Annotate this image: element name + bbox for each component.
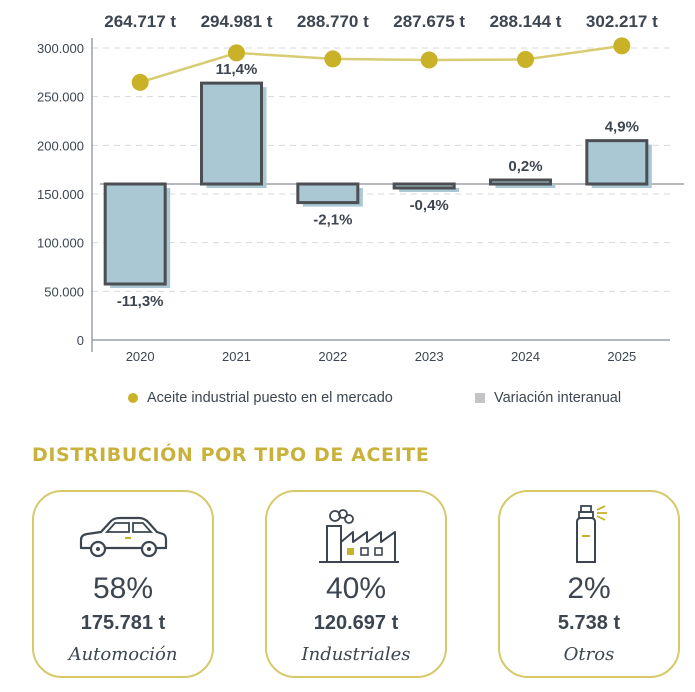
spray-can-icon: [500, 505, 678, 566]
y-tick-label: 250.000: [37, 90, 84, 105]
market-point: [324, 50, 342, 68]
variation-bar: [489, 178, 552, 186]
variation-labels: -11,3% 11,4% -2,1% -0,4% 0,2% 4,9%: [117, 61, 639, 310]
distribution-title: Distribución por tipo de aceite: [32, 444, 430, 466]
variation-label: 4,9%: [605, 119, 639, 136]
y-tick-label: 0: [77, 333, 84, 348]
x-axis-ticks: 2020 2021 2022 2023 2024 2025: [126, 349, 637, 364]
x-tick-label: 2021: [222, 349, 251, 364]
market-value-label: 302.217 t: [586, 12, 658, 31]
legend-item-market: Aceite industrial puesto en el mercado: [128, 390, 393, 406]
card-label: Industriales: [301, 644, 411, 665]
variation-label: -11,3%: [117, 293, 164, 310]
variation-bar: [103, 182, 167, 286]
variation-bars: [103, 81, 652, 289]
variation-label: 11,4%: [216, 61, 258, 78]
market-value-label: 288.144 t: [490, 12, 562, 31]
y-tick-label: 50.000: [44, 284, 84, 299]
y-axis-ticks: 0 50.000 100.000 150.000 200.000 250.000 300.0…: [37, 41, 84, 348]
car-icon: [34, 508, 212, 566]
market-value-label: 287.675 t: [393, 12, 465, 31]
x-tick-label: 2022: [318, 349, 347, 364]
x-tick-label: 2020: [126, 349, 155, 364]
variation-label: -2,1%: [313, 212, 352, 229]
variation-bar: [585, 139, 649, 186]
y-tick-label: 100.000: [37, 236, 84, 251]
variation-label: -0,4%: [410, 197, 449, 214]
legend-dot-icon: [128, 393, 138, 403]
combo-chart: 0 50.000 100.000 150.000 200.000 250.000 300.0…: [37, 12, 684, 364]
card-tons: 175.781 t: [80, 612, 166, 634]
card-industriales: 40% 120.697 t Industriales: [265, 490, 447, 678]
variation-bar: [296, 182, 360, 205]
grid-lines: [92, 47, 670, 292]
x-tick-label: 2024: [511, 349, 540, 364]
market-value-label: 294.981 t: [201, 12, 273, 31]
card-percent: 2%: [567, 572, 611, 605]
market-point: [613, 37, 631, 55]
market-value-labels: 264.717 t 294.981 t 288.770 t 287.675 t 288.…: [104, 12, 658, 31]
market-point: [131, 73, 149, 91]
axes: [91, 38, 684, 352]
card-label: Otros: [563, 644, 615, 665]
market-value-label: 288.770 t: [297, 12, 369, 31]
market-point: [517, 51, 534, 69]
market-line-path: [139, 44, 623, 84]
variation-bar: [200, 81, 263, 186]
card-tons: 5.738 t: [557, 612, 621, 634]
x-tick-label: 2025: [607, 349, 636, 364]
card-automocion: 58% 175.781 t Automoción: [32, 490, 214, 678]
card-percent: 40%: [325, 572, 387, 605]
market-value-label: 264.717 t: [104, 12, 176, 31]
legend-label-variation: Variación interanual: [494, 390, 622, 406]
card-percent: 58%: [92, 572, 154, 605]
y-tick-label: 150.000: [37, 187, 84, 202]
card-tons: 120.697 t: [313, 612, 399, 634]
legend-item-variation: Variación interanual: [475, 390, 621, 406]
variation-bar-shadow: [399, 188, 460, 192]
y-tick-label: 300.000: [37, 41, 84, 56]
variation-bar-shadow: [495, 184, 556, 188]
legend-square-icon: [475, 393, 485, 403]
variation-label: 0,2%: [508, 158, 542, 175]
card-label: Automoción: [68, 644, 178, 665]
market-point: [228, 44, 245, 62]
market-point: [420, 51, 438, 69]
y-tick-label: 200.000: [37, 138, 84, 153]
chart-legend: Aceite industrial puesto en el mercado V…: [0, 390, 695, 410]
market-line: [131, 37, 631, 91]
factory-icon: [267, 508, 445, 566]
card-otros: 2% 5.738 t Otros: [498, 490, 680, 678]
x-tick-label: 2023: [415, 349, 444, 364]
legend-label-market: Aceite industrial puesto en el mercado: [147, 390, 393, 406]
variation-bar: [392, 182, 456, 190]
